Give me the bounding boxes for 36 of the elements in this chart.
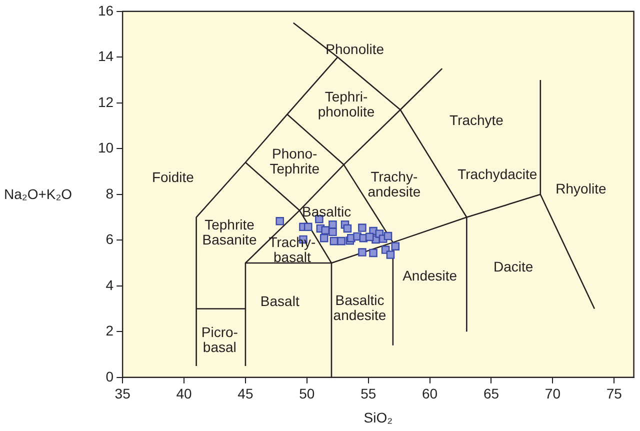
y-axis-title: Na₂O+K₂O [4,186,72,202]
x-tick-label: 65 [483,386,500,402]
annotation: Trachydacite [458,166,538,182]
y-tick-label: 12 [98,94,114,110]
y-tick-label: 16 [98,2,114,18]
annotation: Foidite [152,169,194,186]
annotation: Trachyte [450,112,504,128]
annotation: Trachy- basalt [268,234,316,265]
annotation: Rhyolite [556,180,606,197]
x-tick-label: 35 [114,386,131,402]
annotation: Phono- Tephrite [270,146,320,177]
x-tick-label: 70 [544,386,561,402]
annotation: Tephri- phonolite [318,88,375,120]
y-tick-label: 0 [106,368,114,384]
y-tick-label: 10 [98,140,114,156]
x-tick-label: 75 [606,386,622,402]
x-tick-label: 45 [238,386,254,402]
y-tick-label: 14 [98,48,114,64]
y-tick-label: 8 [106,185,114,202]
annotation: Phonolite [326,41,384,58]
annotation: Andesite [402,268,458,284]
x-tick-label: 40 [176,386,192,402]
x-tick-label: 50 [299,386,315,402]
x-tick-label: 60 [422,386,438,402]
annotation: Trachy- andesite [368,168,421,200]
annotation: Tephrite Basanite [202,216,257,248]
y-tick-label: 6 [106,231,114,248]
y-tick-label: 4 [106,276,114,293]
annotation: Picro- basal [201,324,238,356]
x-axis-title: SiO₂ [364,409,393,426]
annotation: Dacite [494,258,534,274]
annotation: Basalt [260,292,300,309]
y-tick-label: 2 [106,322,114,339]
x-tick-label: 55 [360,386,376,402]
annotation: Basaltic [302,204,352,220]
annotation: Basaltic andesite [333,292,386,324]
